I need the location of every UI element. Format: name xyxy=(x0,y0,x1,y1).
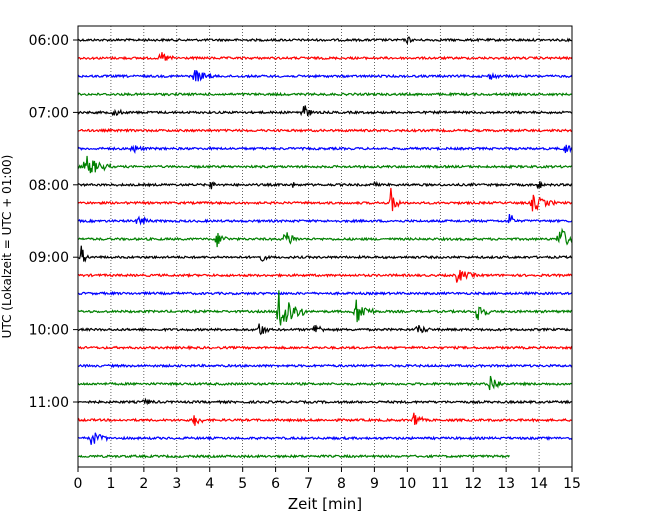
trace-1130 xyxy=(77,432,573,445)
trace-group xyxy=(77,36,573,459)
y-tick-label-4: 10:00 xyxy=(29,323,69,339)
x-tick-label-14: 14 xyxy=(530,476,548,492)
trace-0600 xyxy=(77,36,573,45)
x-tick-label-4: 4 xyxy=(205,476,214,492)
y-tick-label-5: 11:00 xyxy=(29,395,69,411)
trace-0715 xyxy=(77,127,573,133)
trace-0915 xyxy=(77,269,573,283)
trace-0800 xyxy=(77,180,573,190)
x-tick-label-12: 12 xyxy=(464,476,482,492)
y-axis-ticks: 06:00 07:00 08:00 09:00 10:00 11:00 xyxy=(29,33,78,411)
x-tick-label-3: 3 xyxy=(172,476,181,492)
x-tick-label-1: 1 xyxy=(106,476,115,492)
trace-0630 xyxy=(77,69,573,82)
y-tick-label-1: 07:00 xyxy=(29,105,69,121)
x-tick-label-0: 0 xyxy=(74,476,83,492)
trace-1115 xyxy=(77,412,573,426)
trace-0830 xyxy=(77,214,573,226)
trace-1145 xyxy=(77,453,510,459)
x-axis-ticks: 0 1 2 3 4 5 6 7 8 9 10 11 12 13 14 15 xyxy=(74,467,581,492)
trace-1045 xyxy=(77,375,573,391)
trace-1100 xyxy=(77,397,573,406)
trace-0645 xyxy=(77,91,573,97)
x-tick-label-15: 15 xyxy=(563,476,581,492)
trace-0945 xyxy=(77,290,573,326)
trace-0900 xyxy=(77,245,573,263)
x-axis-label: Zeit [min] xyxy=(288,495,362,513)
trace-0815 xyxy=(77,187,573,212)
trace-0930 xyxy=(77,290,573,296)
x-tick-label-2: 2 xyxy=(139,476,148,492)
trace-0615 xyxy=(77,52,573,61)
trace-0745 xyxy=(77,155,573,174)
trace-0730 xyxy=(77,144,573,154)
x-tick-label-6: 6 xyxy=(271,476,280,492)
trace-0700 xyxy=(77,105,573,117)
x-tick-label-11: 11 xyxy=(431,476,449,492)
x-tick-label-9: 9 xyxy=(370,476,379,492)
plot-frame xyxy=(77,25,573,468)
x-tick-label-5: 5 xyxy=(238,476,247,492)
x-tick-label-7: 7 xyxy=(304,476,313,492)
trace-1000 xyxy=(77,323,573,336)
trace-0845 xyxy=(77,227,573,248)
trace-1015 xyxy=(77,345,573,351)
x-tick-label-13: 13 xyxy=(497,476,515,492)
y-tick-label-3: 09:00 xyxy=(29,250,69,266)
x-tick-label-10: 10 xyxy=(398,476,416,492)
y-tick-label-0: 06:00 xyxy=(29,33,69,49)
y-axis-label: UTC (Lokalzeit = UTC + 01:00) xyxy=(0,155,14,339)
x-tick-label-8: 8 xyxy=(337,476,346,492)
y-tick-label-2: 08:00 xyxy=(29,178,69,194)
trace-1030 xyxy=(77,363,573,369)
